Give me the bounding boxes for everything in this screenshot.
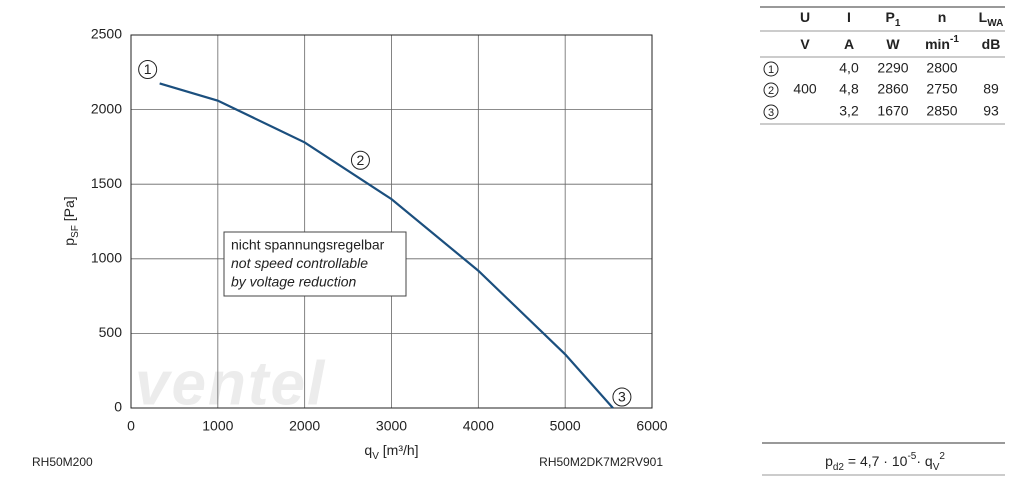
x-tick-label: 6000 bbox=[636, 418, 667, 434]
table-unit-part: min bbox=[925, 36, 950, 52]
table-header: I bbox=[847, 9, 851, 25]
formula-part: p bbox=[825, 453, 833, 469]
table-cell: 2860 bbox=[877, 81, 908, 97]
point-marker bbox=[350, 150, 370, 170]
x-tick-label: 0 bbox=[127, 418, 135, 434]
point-label: 2 bbox=[357, 152, 365, 168]
formula-part: d2 bbox=[833, 462, 845, 473]
x-tick-label: 1000 bbox=[202, 418, 233, 434]
table-cell: 2750 bbox=[926, 81, 957, 97]
plot-frame bbox=[130, 34, 653, 409]
row-marker-label: 3 bbox=[768, 107, 774, 119]
row-marker-label: 1 bbox=[768, 64, 774, 76]
annotation-line: nicht spannungsregelbar bbox=[231, 237, 385, 253]
y-axis-label-part: p bbox=[61, 238, 77, 246]
table-header-part: U bbox=[800, 9, 810, 25]
table-unit-part: V bbox=[800, 36, 810, 52]
table-header: P1 bbox=[886, 9, 901, 29]
table-header-part: 1 bbox=[895, 18, 901, 29]
table-unit: min-1 bbox=[925, 34, 959, 52]
y-axis-label: pSF [Pa] bbox=[61, 196, 81, 245]
formula-part: -5 bbox=[907, 451, 916, 462]
table-header-part: I bbox=[847, 9, 851, 25]
footer-left: RH50M200 bbox=[32, 455, 93, 469]
row-marker bbox=[763, 104, 779, 120]
table-cell: 2850 bbox=[926, 103, 957, 119]
table-header-part: P bbox=[886, 9, 895, 25]
table-header: U bbox=[800, 9, 810, 25]
y-tick-label: 1500 bbox=[91, 175, 122, 191]
table-header-part: n bbox=[938, 9, 947, 25]
table-unit: A bbox=[844, 36, 854, 52]
row-marker-label: 2 bbox=[768, 85, 774, 97]
table-cell: 4,0 bbox=[839, 60, 859, 76]
footer-right: RH50M2DK7M2RV901 bbox=[539, 455, 663, 469]
y-tick-label: 2500 bbox=[91, 26, 122, 42]
table-header: LWA bbox=[979, 9, 1004, 29]
x-tick-label: 2000 bbox=[289, 418, 320, 434]
y-tick-label: 0 bbox=[114, 399, 122, 415]
point-marker bbox=[612, 387, 632, 407]
table-header: n bbox=[938, 9, 947, 25]
x-tick-label: 3000 bbox=[376, 418, 407, 434]
point-label: 1 bbox=[144, 61, 152, 77]
table-header-part: WA bbox=[987, 18, 1003, 29]
annotation-line: by voltage reduction bbox=[231, 274, 357, 290]
point-marker bbox=[138, 59, 158, 79]
point-label: 3 bbox=[618, 389, 626, 405]
x-axis-label-part: V bbox=[372, 451, 379, 462]
table-cell: 89 bbox=[983, 81, 999, 97]
watermark: ventel bbox=[135, 349, 326, 418]
table-unit: dB bbox=[982, 36, 1001, 52]
x-tick-label: 4000 bbox=[463, 418, 494, 434]
table-cell: 400 bbox=[793, 81, 817, 97]
formula-part: 2 bbox=[939, 451, 945, 462]
table-unit-part: -1 bbox=[950, 34, 959, 45]
table-unit: V bbox=[800, 36, 810, 52]
table-cell: 93 bbox=[983, 103, 999, 119]
x-axis-label-part: q bbox=[364, 442, 372, 458]
table-unit: W bbox=[886, 36, 900, 52]
table-cell: 3,2 bbox=[839, 103, 859, 119]
y-tick-label: 1000 bbox=[91, 250, 122, 266]
table-cell: 2800 bbox=[926, 60, 957, 76]
x-axis-label: qV [m³/h] bbox=[364, 442, 418, 462]
table-unit-part: A bbox=[844, 36, 854, 52]
row-marker bbox=[763, 61, 779, 77]
annotation-line: not speed controllable bbox=[231, 255, 368, 271]
formula-part: V bbox=[933, 462, 940, 473]
x-axis-label-part: [m³/h] bbox=[379, 442, 419, 458]
curve bbox=[159, 82, 614, 409]
x-tick-label: 5000 bbox=[550, 418, 581, 434]
table-unit-part: W bbox=[886, 36, 900, 52]
row-marker bbox=[763, 82, 779, 98]
y-axis-label-part: SF bbox=[70, 225, 81, 238]
table-cell: 1670 bbox=[877, 103, 908, 119]
y-axis-label-part: [Pa] bbox=[61, 196, 77, 225]
table-unit-part: dB bbox=[982, 36, 1001, 52]
annotation-box bbox=[223, 231, 407, 297]
formula-part: · q bbox=[916, 453, 932, 469]
table-cell: 2290 bbox=[877, 60, 908, 76]
y-tick-label: 500 bbox=[99, 324, 123, 340]
table-header-part: L bbox=[979, 9, 988, 25]
table-cell: 4,8 bbox=[839, 81, 859, 97]
formula-part: = 4,7 · 10 bbox=[844, 453, 908, 469]
y-tick-label: 2000 bbox=[91, 100, 122, 116]
formula: pd2 = 4,7 · 10-5· qV2 bbox=[825, 451, 945, 473]
